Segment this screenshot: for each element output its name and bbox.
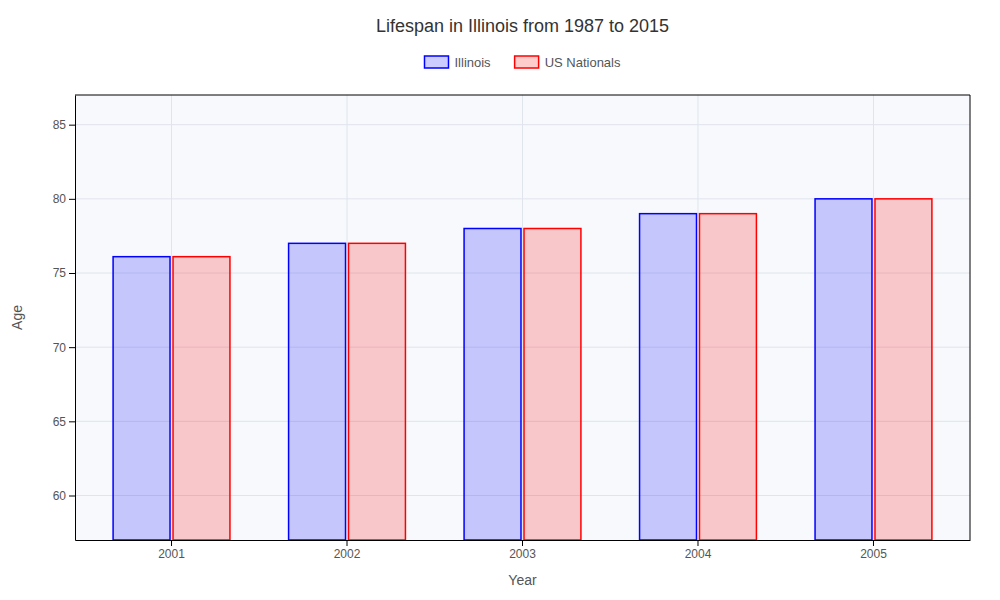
x-tick-mark xyxy=(873,540,874,546)
y-tick-label: 75 xyxy=(53,266,67,280)
y-tick-mark xyxy=(69,347,75,348)
y-tick-label: 65 xyxy=(53,415,67,429)
plot-frame xyxy=(75,95,970,96)
legend-item: US Nationals xyxy=(515,55,621,70)
y-tick-label: 70 xyxy=(53,341,67,355)
bar-series xyxy=(173,199,932,540)
plot-frame xyxy=(970,95,971,540)
legend-swatch xyxy=(425,56,449,68)
grid-line-x xyxy=(873,95,874,540)
x-tick-label: 2003 xyxy=(509,547,536,561)
legend-label: US Nationals xyxy=(545,55,621,70)
x-tick-label: 2005 xyxy=(860,547,887,561)
bar-series xyxy=(113,199,872,540)
bar xyxy=(699,214,756,540)
x-tick: 2003 xyxy=(509,540,536,561)
x-axis: 2001 2002 2003 2004 2005 xyxy=(76,540,971,561)
x-tick-mark xyxy=(347,540,348,546)
y-tick: 85 xyxy=(53,118,75,132)
x-axis-title: Year xyxy=(508,572,537,588)
x-tick: 2002 xyxy=(334,540,361,561)
bar xyxy=(640,214,697,540)
y-axis-title: Age xyxy=(9,305,25,330)
bar xyxy=(464,229,521,541)
y-tick: 80 xyxy=(53,192,75,206)
x-tick-mark xyxy=(171,540,172,546)
y-tick-label: 85 xyxy=(53,118,67,132)
bar xyxy=(289,243,346,540)
y-tick-label: 80 xyxy=(53,192,67,206)
y-tick: 60 xyxy=(53,489,75,503)
bars xyxy=(113,199,932,540)
x-tick-label: 2004 xyxy=(685,547,712,561)
grid-line-x xyxy=(697,95,698,540)
grid-line-x xyxy=(171,95,172,540)
x-tick-label: 2002 xyxy=(334,547,361,561)
chart: 60 65 70 75 80 85 2001 2002 2003 2004 2005 Year Age L… xyxy=(0,0,1000,600)
grid xyxy=(75,95,970,540)
bar xyxy=(113,257,170,540)
grid-line-x xyxy=(347,95,348,540)
y-tick-mark xyxy=(69,199,75,200)
legend-label: Illinois xyxy=(455,55,492,70)
legend-swatch xyxy=(515,56,539,68)
x-tick: 2001 xyxy=(158,540,185,561)
x-tick: 2005 xyxy=(860,540,887,561)
x-tick-mark xyxy=(697,540,698,546)
grid-line-x xyxy=(522,95,523,540)
y-tick: 65 xyxy=(53,415,75,429)
bar xyxy=(349,243,406,540)
bar xyxy=(875,199,932,540)
y-axis: 60 65 70 75 80 85 xyxy=(53,96,76,541)
x-tick-label: 2001 xyxy=(158,547,185,561)
legend: Illinois US Nationals xyxy=(425,55,621,70)
plot-background xyxy=(75,95,970,540)
plot: 60 65 70 75 80 85 2001 2002 2003 2004 2005 xyxy=(53,95,971,561)
bar xyxy=(815,199,872,540)
y-tick-mark xyxy=(69,496,75,497)
legend-item: Illinois xyxy=(425,55,492,70)
y-tick: 70 xyxy=(53,341,75,355)
title: Lifespan in Illinois from 1987 to 2015 xyxy=(376,16,669,36)
y-tick-mark xyxy=(69,421,75,422)
y-tick-mark xyxy=(69,125,75,126)
bar xyxy=(173,257,230,540)
x-tick-mark xyxy=(522,540,523,546)
y-tick: 75 xyxy=(53,266,75,280)
y-tick-label: 60 xyxy=(53,489,67,503)
x-tick: 2004 xyxy=(685,540,712,561)
y-axis-line xyxy=(75,96,76,541)
y-tick-mark xyxy=(69,273,75,274)
bar xyxy=(524,229,581,541)
